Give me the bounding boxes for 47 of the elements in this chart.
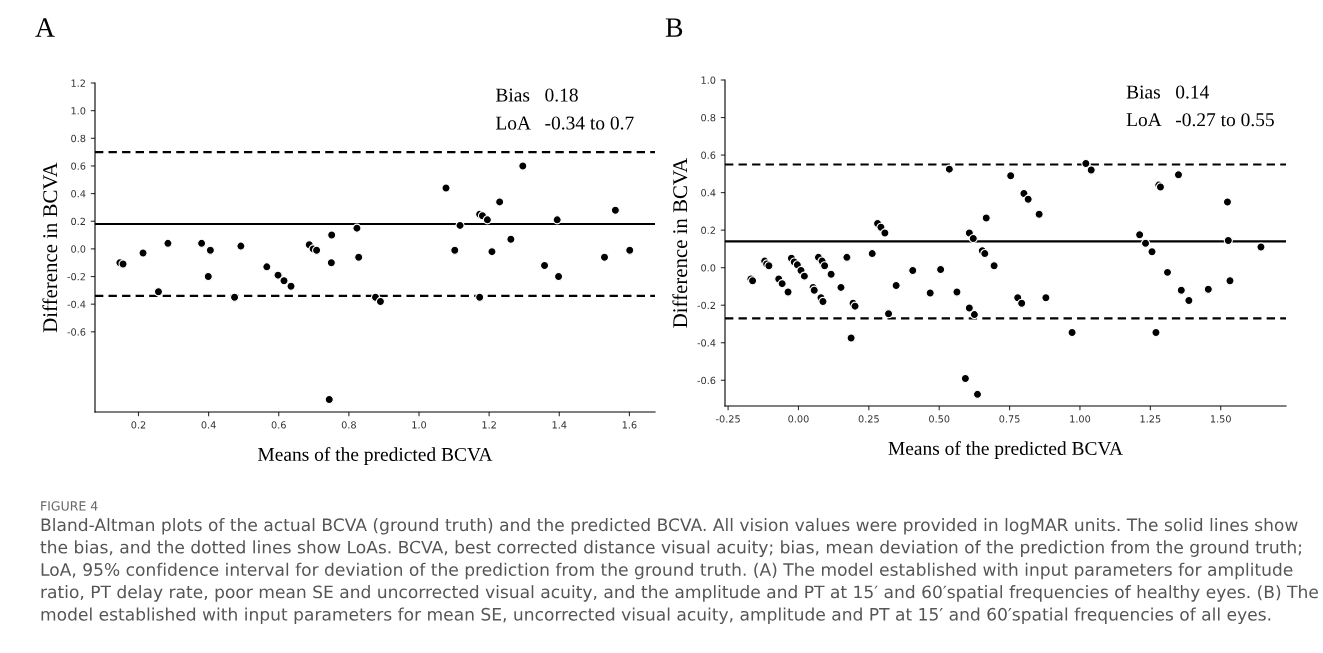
chart-title: B: [665, 18, 683, 37]
x-tick-label: 1.50: [1210, 415, 1231, 423]
y-tick-label: -0.2: [67, 273, 85, 281]
x-tick-label: 1.6: [622, 421, 637, 429]
x-tick-label: 0.25: [858, 415, 879, 423]
annotation: Bias 0.18: [495, 88, 578, 102]
x-tick-label: 1.4: [552, 421, 567, 429]
text: Bland-Altman plots of the actual BCVA (ground truth) and the predicted BCVA. All vision values were provided in logMAR units. The solid lines show the bias, and the dotted lines show LoAs. BCVA, best corrected distance visual acuity; bias, mean deviation of the prediction from the ground truth; LoA, 95% confidence interval for deviation of the prediction from the ground truth. (A) The model established with input parameters for amplitude ratio, PT delay rate, poor mean SE and uncorrected visual acuity, and the amplitude and PT at 15′ and 60′spatial frequencies of healthy eyes. (B) The model established with input parameters for mean SE, uncorrected visual acuity, amplitude and PT at 15′ and 60′spatial frequencies of all eyes.: [40, 518, 1318, 625]
y-tick-label: 0.6: [71, 162, 86, 170]
x-tick-label: -0.25: [715, 415, 740, 423]
y-tick-label: -0.6: [67, 328, 86, 336]
y-tick-label: 0.8: [701, 114, 716, 122]
y-tick-label: 1.2: [71, 79, 85, 87]
y-tick-label: 0.6: [701, 151, 716, 159]
x-tick-label: 0.00: [788, 415, 809, 423]
x-tick-label: 0.2: [131, 421, 146, 429]
x-tick-label: 0.4: [201, 421, 216, 429]
y-tick-label: 0.4: [701, 189, 716, 197]
annotation: Bias 0.14: [1126, 85, 1209, 99]
y-tick-label: -0.6: [697, 376, 716, 385]
annotation: LoA -0.27 to 0.55: [1126, 113, 1274, 127]
y-tick-label: 0.0: [701, 264, 716, 272]
y-tick-label: 0.2: [71, 217, 85, 226]
y-tick-label: 1.0: [701, 76, 716, 84]
x-axis-title: Means of the predicted BCVA: [258, 447, 493, 465]
y-tick-label: -0.2: [697, 301, 715, 310]
annotation: LoA -0.34 to 0.7: [495, 116, 634, 130]
y-axis-title: Difference in BCVA: [42, 162, 58, 333]
y-axis-title: Difference in BCVA: [672, 157, 688, 328]
x-tick-label: 0.75: [999, 415, 1020, 423]
x-tick-label: 0.50: [929, 415, 950, 423]
chart-title: A: [35, 18, 55, 37]
x-tick-label: 1.25: [1140, 415, 1161, 423]
y-tick-label: -0.4: [697, 339, 716, 347]
x-tick-label: 0.8: [341, 421, 356, 429]
y-tick-label: 0.8: [71, 134, 86, 143]
y-tick-label: -0.4: [67, 300, 86, 309]
x-axis-title: Means of the predicted BCVA: [888, 441, 1123, 459]
caption: FIGURE 4: [41, 501, 98, 511]
y-tick-label: 0.0: [71, 245, 86, 253]
x-tick-label: 1.00: [1070, 415, 1091, 423]
y-tick-label: 1.0: [71, 107, 86, 115]
y-tick-label: 0.4: [71, 190, 86, 198]
y-tick-label: 0.2: [701, 226, 715, 234]
x-tick-label: 0.6: [271, 421, 286, 429]
x-tick-label: 1.0: [412, 421, 427, 429]
x-tick-label: 1.2: [482, 421, 496, 429]
